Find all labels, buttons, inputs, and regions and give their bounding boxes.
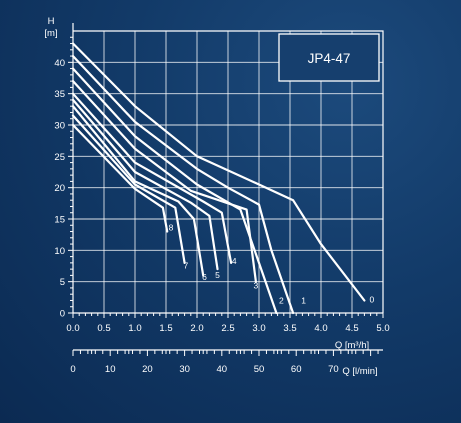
x-tick-label: 3.5 bbox=[283, 323, 296, 334]
y-tick-label: 25 bbox=[54, 152, 65, 163]
series-line-6 bbox=[71, 105, 205, 277]
series-label-1: 1 bbox=[301, 296, 306, 306]
y-axis-label: H bbox=[48, 16, 55, 27]
y-tick-label: 35 bbox=[54, 89, 65, 100]
y-tick-label: 20 bbox=[54, 183, 65, 194]
x-axis-label: Q [m³/h] bbox=[335, 340, 369, 351]
x2-tick-label: 10 bbox=[105, 364, 116, 375]
series-line-4 bbox=[71, 92, 233, 264]
x2-tick-label: 0 bbox=[70, 364, 75, 375]
x-tick-label: 0.5 bbox=[97, 323, 110, 334]
plot-frame bbox=[73, 30, 384, 313]
series-line-8 bbox=[71, 123, 169, 233]
y-tick-label: 5 bbox=[60, 277, 65, 288]
series-label-2: 2 bbox=[279, 296, 284, 306]
x2-tick-label: 20 bbox=[142, 364, 153, 375]
series-line-0 bbox=[71, 42, 366, 302]
series-label-6: 6 bbox=[202, 272, 207, 282]
series-label-0: 0 bbox=[369, 294, 374, 304]
curves: 0 1 2 3 4 56 7 8 bbox=[71, 42, 374, 315]
chart-title: JP4-47 bbox=[308, 51, 351, 66]
x2-tick-label: 50 bbox=[254, 364, 265, 375]
y-tick-label: 40 bbox=[54, 58, 65, 69]
series-line-5 bbox=[71, 98, 219, 271]
series-label-5: 5 bbox=[215, 270, 220, 280]
y-tick-label: 15 bbox=[54, 215, 65, 226]
y-axis-unit: [m] bbox=[44, 28, 57, 39]
x-tick-label: 4.0 bbox=[314, 323, 327, 334]
x-tick-label: 2.0 bbox=[190, 323, 203, 334]
x-tick-label: 5.0 bbox=[376, 323, 389, 334]
series-label-8: 8 bbox=[169, 222, 174, 232]
y-tick-label: 10 bbox=[54, 246, 65, 257]
series-line-2 bbox=[71, 67, 278, 315]
series-line-3 bbox=[71, 79, 257, 283]
x2-tick-label: 40 bbox=[217, 364, 228, 375]
x-tick-label: 1.0 bbox=[128, 323, 141, 334]
title-box: JP4-47 bbox=[278, 33, 380, 82]
x-tick-label: 0.0 bbox=[66, 323, 79, 334]
x-tick-label: 1.5 bbox=[159, 323, 172, 334]
x2-tick-label: 30 bbox=[179, 364, 190, 375]
series-line-1 bbox=[71, 54, 295, 315]
x-tick-label: 3.0 bbox=[252, 323, 265, 334]
x-tick-label: 4.5 bbox=[345, 323, 358, 334]
x2-tick-label: 70 bbox=[328, 364, 339, 375]
x-tick-label: 2.5 bbox=[221, 323, 234, 334]
y-tick-label: 30 bbox=[54, 121, 65, 132]
x2-tick-label: 60 bbox=[291, 364, 302, 375]
y-tick-label: 0 bbox=[60, 309, 65, 320]
x2-axis-label: Q [l/min] bbox=[342, 366, 377, 377]
series-label-7: 7 bbox=[183, 261, 188, 271]
series-line-7 bbox=[71, 114, 186, 264]
series-label-4: 4 bbox=[232, 256, 237, 266]
series-label-3: 3 bbox=[254, 281, 259, 291]
